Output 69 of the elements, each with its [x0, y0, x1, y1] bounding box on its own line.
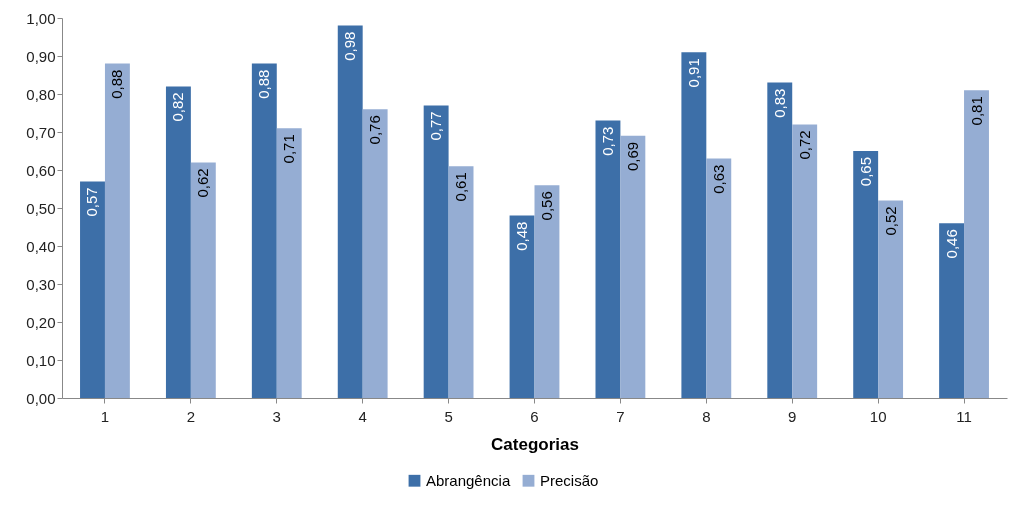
data-label: 0,72: [795, 130, 813, 160]
y-tick-label: 0,60: [26, 161, 56, 179]
bar: [190, 162, 216, 398]
y-tick-label: 0,50: [26, 199, 56, 217]
x-tick-label: 10: [869, 407, 887, 425]
y-tick-label: 0,00: [26, 389, 56, 407]
data-label: 0,65: [856, 157, 874, 187]
data-label: 0,52: [881, 206, 899, 236]
bar: [509, 215, 535, 398]
data-label: 0,56: [537, 191, 555, 221]
bar: [80, 181, 105, 398]
legend-label: Precisão: [540, 471, 599, 489]
data-label: 0,76: [366, 115, 384, 145]
bar: [620, 135, 646, 398]
x-tick-label: 4: [358, 407, 367, 425]
bar: [337, 25, 363, 398]
data-label: 0,69: [623, 141, 641, 171]
bar: [165, 86, 191, 398]
x-tick-label: 7: [616, 407, 625, 425]
y-tick-label: 0,90: [26, 47, 56, 65]
x-tick-label: 2: [186, 407, 196, 425]
y-tick-label: 1,00: [26, 9, 56, 27]
bar: [878, 200, 904, 398]
x-tick-label: 9: [788, 407, 797, 425]
x-tick-label: 6: [530, 407, 539, 425]
bar: [792, 124, 818, 398]
data-label: 0,57: [83, 187, 101, 217]
y-tick-label: 0,40: [26, 237, 56, 255]
x-tick-label: 8: [702, 407, 711, 425]
x-tick-label: 3: [272, 407, 281, 425]
bar: [104, 63, 130, 398]
bar: [276, 128, 302, 398]
data-label: 0,62: [194, 168, 212, 198]
data-label: 0,91: [684, 58, 702, 88]
data-label: 0,73: [598, 126, 616, 156]
data-label: 0,61: [452, 172, 470, 202]
data-label: 0,98: [341, 31, 359, 61]
y-tick-label: 0,20: [26, 313, 56, 331]
bar: [251, 63, 277, 398]
data-label: 0,88: [108, 69, 126, 99]
bar: [939, 223, 965, 398]
bar: [448, 166, 474, 398]
data-label: 0,48: [513, 221, 531, 251]
y-tick-label: 0,30: [26, 275, 56, 293]
y-tick-label: 0,80: [26, 85, 56, 103]
data-label: 0,82: [169, 92, 187, 122]
data-label: 0,83: [770, 88, 788, 118]
x-tick-label: 5: [444, 407, 453, 425]
bar: [534, 185, 560, 398]
y-tick-label: 0,70: [26, 123, 56, 141]
data-label: 0,77: [427, 111, 445, 141]
bar: [423, 105, 449, 398]
data-label: 0,46: [942, 229, 960, 259]
data-label: 0,88: [255, 69, 273, 99]
x-tick-label: 1: [100, 407, 110, 425]
x-tick-label: 11: [956, 407, 972, 425]
x-axis-title: Categorias: [491, 434, 579, 454]
bar: [767, 82, 793, 398]
bar: [853, 151, 879, 398]
data-label: 0,63: [709, 164, 727, 194]
bar: [362, 109, 388, 398]
legend-label: Abrangência: [426, 471, 511, 489]
bar: [595, 120, 621, 398]
bar: [964, 90, 989, 398]
y-tick-label: 0,10: [26, 351, 56, 369]
data-label: 0,71: [280, 134, 298, 164]
data-label: 0,81: [967, 96, 985, 126]
bar: [706, 158, 732, 398]
bar: [681, 52, 707, 398]
